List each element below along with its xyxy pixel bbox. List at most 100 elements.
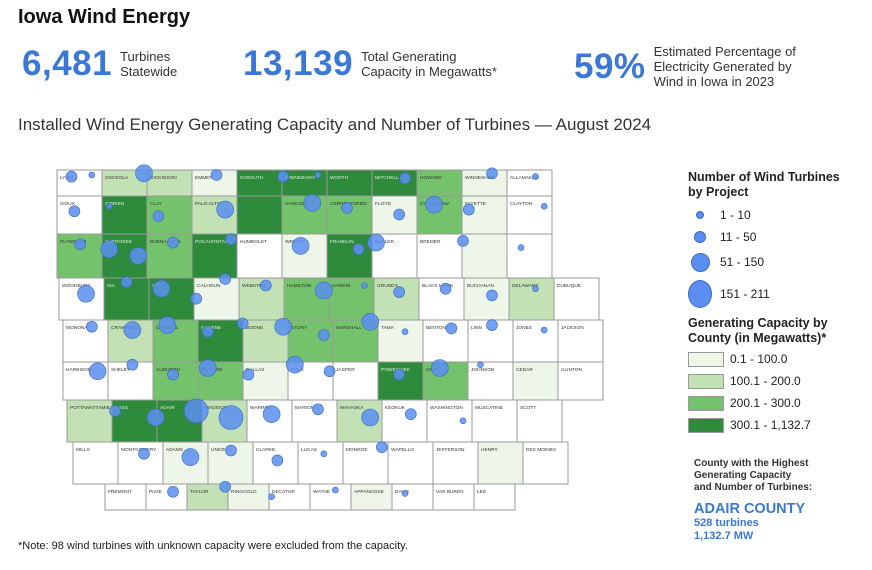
county-clayton xyxy=(506,195,553,235)
county-label: DELAWARE xyxy=(512,283,539,289)
county-label: ADAMS xyxy=(166,447,183,453)
county-taylor xyxy=(186,483,229,511)
county-label: MUSCATINE xyxy=(475,405,503,411)
highest-county-callout: County with the Highest Generating Capac… xyxy=(694,458,812,494)
county-jackson xyxy=(557,319,604,363)
county-label: BENTON xyxy=(426,325,446,331)
wind-project-bubble xyxy=(85,320,98,333)
legend-item: 1 - 10 xyxy=(688,204,840,226)
footnote: *Note: 98 wind turbines with unknown cap… xyxy=(18,540,408,552)
wind-project-bubble xyxy=(199,359,217,377)
legend-title-line: Generating Capacity by xyxy=(688,316,828,330)
wind-project-bubble xyxy=(218,405,244,430)
legend-title-line: County (in Megawatts)* xyxy=(688,331,827,345)
county-keokuk xyxy=(381,399,428,443)
county-label: CASS xyxy=(115,405,128,411)
county-label: FRANKLIN xyxy=(330,239,354,245)
wind-project-bubble xyxy=(393,286,406,298)
county-label: PLYMOUTH xyxy=(60,239,87,245)
wind-project-bubble xyxy=(68,205,81,218)
stat-label: Estimated Percentage of Electricity Gene… xyxy=(654,44,796,89)
wind-project-bubble xyxy=(486,289,498,302)
wind-project-bubble xyxy=(167,485,179,498)
county-label: DECATUR xyxy=(272,489,295,495)
legend-label: 200.1 - 300.0 xyxy=(730,396,801,410)
swatch xyxy=(688,395,724,411)
county-label: MONTGOMERY xyxy=(121,447,157,453)
county-label: CHEROKEE xyxy=(105,239,132,245)
legend-label: 151 - 211 xyxy=(720,287,770,301)
county-jones xyxy=(512,319,559,363)
county-label: MAHASKA xyxy=(340,405,364,411)
wind-project-bubble xyxy=(202,325,214,338)
legend-label: 300.1 - 1,132.7 xyxy=(730,418,811,432)
county-label: KEOKUK xyxy=(385,405,406,411)
wind-project-bubble xyxy=(219,480,231,493)
county-mitchell xyxy=(371,169,418,197)
wind-project-bubble xyxy=(314,171,322,179)
wind-project-bubble xyxy=(540,326,548,334)
county-label: HAMILTON xyxy=(287,283,312,289)
county-label: WEBSTER xyxy=(242,283,266,289)
wind-project-bubble xyxy=(123,321,142,339)
legend-label: 0.1 - 100.0 xyxy=(730,352,788,366)
legend-item: 100.1 - 200.0 xyxy=(688,370,828,392)
legend-label: 51 - 150 xyxy=(720,255,765,269)
legend-capacity: Generating Capacity by County (in Megawa… xyxy=(688,316,828,436)
wind-project-bubble xyxy=(242,368,255,381)
county-label: O'BRIEN xyxy=(105,201,125,207)
county-label: UNION xyxy=(211,447,227,453)
swatch xyxy=(688,417,724,433)
county-label: WAYNE xyxy=(313,489,330,495)
wind-project-bubble xyxy=(225,444,237,457)
stat-label-line: Wind in Iowa in 2023 xyxy=(653,74,775,89)
stat-value: 6,481 xyxy=(22,44,113,83)
county-label: IDA xyxy=(107,283,116,289)
iowa-county-map: LYONOSCEOLADICKINSONEMMETKOSSUTHWINNEBAG… xyxy=(56,164,604,511)
top-county: ADAIR COUNTY 528 turbines 1,132.7 MW xyxy=(694,501,805,543)
county-label: WARREN xyxy=(250,405,272,411)
county-label: MONONA xyxy=(66,325,88,331)
wind-project-bubble xyxy=(167,236,179,249)
legend-item: 51 - 150 xyxy=(688,248,840,276)
county-label: ALLAMAKEE xyxy=(510,175,539,181)
county-label: WOODBURY xyxy=(62,283,91,289)
wind-project-bubble xyxy=(268,493,275,501)
county-story xyxy=(287,319,334,363)
callout-line: and Number of Turbines: xyxy=(694,482,813,493)
county-label: AUDUBON xyxy=(156,367,181,373)
wind-project-bubble xyxy=(158,316,176,334)
legend-item: 151 - 211 xyxy=(688,276,840,312)
wind-project-bubble xyxy=(167,368,179,381)
county-henry xyxy=(477,441,524,485)
swatch xyxy=(688,373,724,389)
wind-project-bubble xyxy=(181,448,200,466)
county-scott xyxy=(516,399,563,443)
legend-turbines: Number of Wind Turbines by Project 1 - 1… xyxy=(688,170,840,312)
county-label: OSCEOLA xyxy=(105,175,129,181)
top-county-turbines: 528 turbines xyxy=(694,517,759,529)
wind-project-bubble xyxy=(323,365,336,378)
wind-project-bubble xyxy=(332,486,339,494)
wind-project-bubble xyxy=(361,408,380,427)
county-label: CLARKE xyxy=(256,447,275,453)
county-dallas xyxy=(242,361,289,401)
wind-project-bubble xyxy=(152,280,171,298)
county-label: BLACK HAWK xyxy=(422,283,454,289)
stat-label-line: Statewide xyxy=(120,64,178,79)
stat-capacity: 13,139 Total Generating Capacity in Mega… xyxy=(243,44,497,84)
wind-project-bubble xyxy=(260,279,272,292)
wind-project-bubble xyxy=(152,210,165,223)
wind-project-bubble xyxy=(445,322,458,335)
legend-label: 100.1 - 200.0 xyxy=(730,374,801,388)
county-lee xyxy=(473,483,516,511)
callout-line: Generating Capacity xyxy=(694,470,792,481)
county-label: RINGGOLD xyxy=(231,489,257,495)
county-fremont xyxy=(104,483,147,511)
county-label: LEE xyxy=(477,489,486,495)
wind-project-bubble xyxy=(109,405,121,417)
wind-project-bubble xyxy=(439,283,452,295)
county-label: SIOUX xyxy=(60,201,76,207)
bubble-icon xyxy=(688,280,712,308)
top-county-name: ADAIR COUNTY xyxy=(694,501,806,517)
